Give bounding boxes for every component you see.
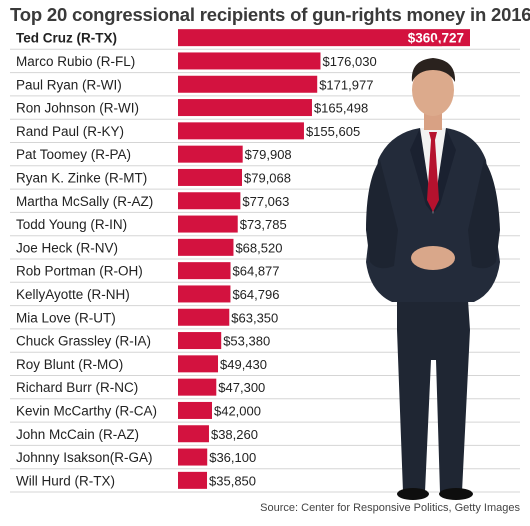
value-label: $171,977 — [319, 77, 373, 92]
value-label: $35,850 — [209, 473, 256, 488]
value-label: $155,605 — [306, 124, 360, 139]
value-label: $79,908 — [245, 147, 292, 162]
bar — [178, 192, 241, 210]
bar — [178, 215, 238, 233]
category-label: Pat Toomey (R-PA) — [16, 147, 131, 162]
category-label: Mia Love (R-UT) — [16, 310, 116, 325]
category-label: KellyAyotte (R-NH) — [16, 287, 130, 302]
value-label: $47,300 — [218, 380, 265, 395]
bar — [178, 308, 230, 326]
highlight-pointer — [430, 39, 442, 47]
category-label: Rand Paul (R-KY) — [16, 124, 124, 139]
category-label: Ron Johnson (R-WI) — [16, 101, 139, 116]
bar — [178, 29, 470, 47]
chart-title: Top 20 congressional recipients of gun-r… — [10, 4, 530, 25]
bar — [178, 52, 321, 70]
category-label: Johnny Isakson(R-GA) — [16, 450, 153, 465]
category-label: Todd Young (R-IN) — [16, 217, 127, 232]
value-label: $53,380 — [223, 334, 270, 349]
value-label: $38,260 — [211, 427, 258, 442]
bar — [178, 99, 312, 117]
bar — [178, 425, 209, 443]
value-label: $64,877 — [233, 264, 280, 279]
category-label: Ted Cruz (R-TX) — [16, 31, 117, 46]
category-label: Kevin McCarthy (R-CA) — [16, 403, 157, 418]
category-label: Joe Heck (R-NV) — [16, 240, 118, 255]
value-label: $176,030 — [322, 54, 376, 69]
bar — [178, 168, 243, 186]
category-label: Ryan K. Zinke (R-MT) — [16, 170, 147, 185]
bar — [178, 238, 234, 256]
bar — [178, 332, 222, 350]
bar — [178, 378, 217, 396]
value-label: $79,068 — [244, 170, 291, 185]
bar — [178, 75, 318, 93]
value-label: $63,350 — [231, 310, 278, 325]
value-label: $49,430 — [220, 357, 267, 372]
value-label: $64,796 — [232, 287, 279, 302]
category-label: John McCain (R-AZ) — [16, 427, 139, 442]
category-label: Richard Burr (R-NC) — [16, 380, 138, 395]
bar — [178, 448, 208, 466]
bar — [178, 262, 231, 280]
value-label: $42,000 — [214, 403, 261, 418]
category-label: Will Hurd (R-TX) — [16, 473, 115, 488]
source-note: Source: Center for Responsive Politics, … — [260, 502, 520, 514]
bar — [178, 355, 219, 373]
value-label: $77,063 — [242, 194, 289, 209]
value-label: $36,100 — [209, 450, 256, 465]
category-label: Chuck Grassley (R-IA) — [16, 334, 151, 349]
category-label: Paul Ryan (R-WI) — [16, 77, 122, 92]
category-label: Marco Rubio (R-FL) — [16, 54, 135, 69]
bar — [178, 122, 304, 140]
category-label: Roy Blunt (R-MO) — [16, 357, 123, 372]
bar — [178, 285, 231, 303]
bar — [178, 471, 208, 489]
category-label: Rob Portman (R-OH) — [16, 264, 143, 279]
bar — [178, 401, 212, 419]
value-label: $73,785 — [240, 217, 287, 232]
bar — [178, 145, 243, 163]
value-label: $165,498 — [314, 101, 368, 116]
value-label: $360,727 — [408, 31, 464, 46]
category-label: Martha McSally (R-AZ) — [16, 194, 153, 209]
value-label: $68,520 — [235, 240, 282, 255]
